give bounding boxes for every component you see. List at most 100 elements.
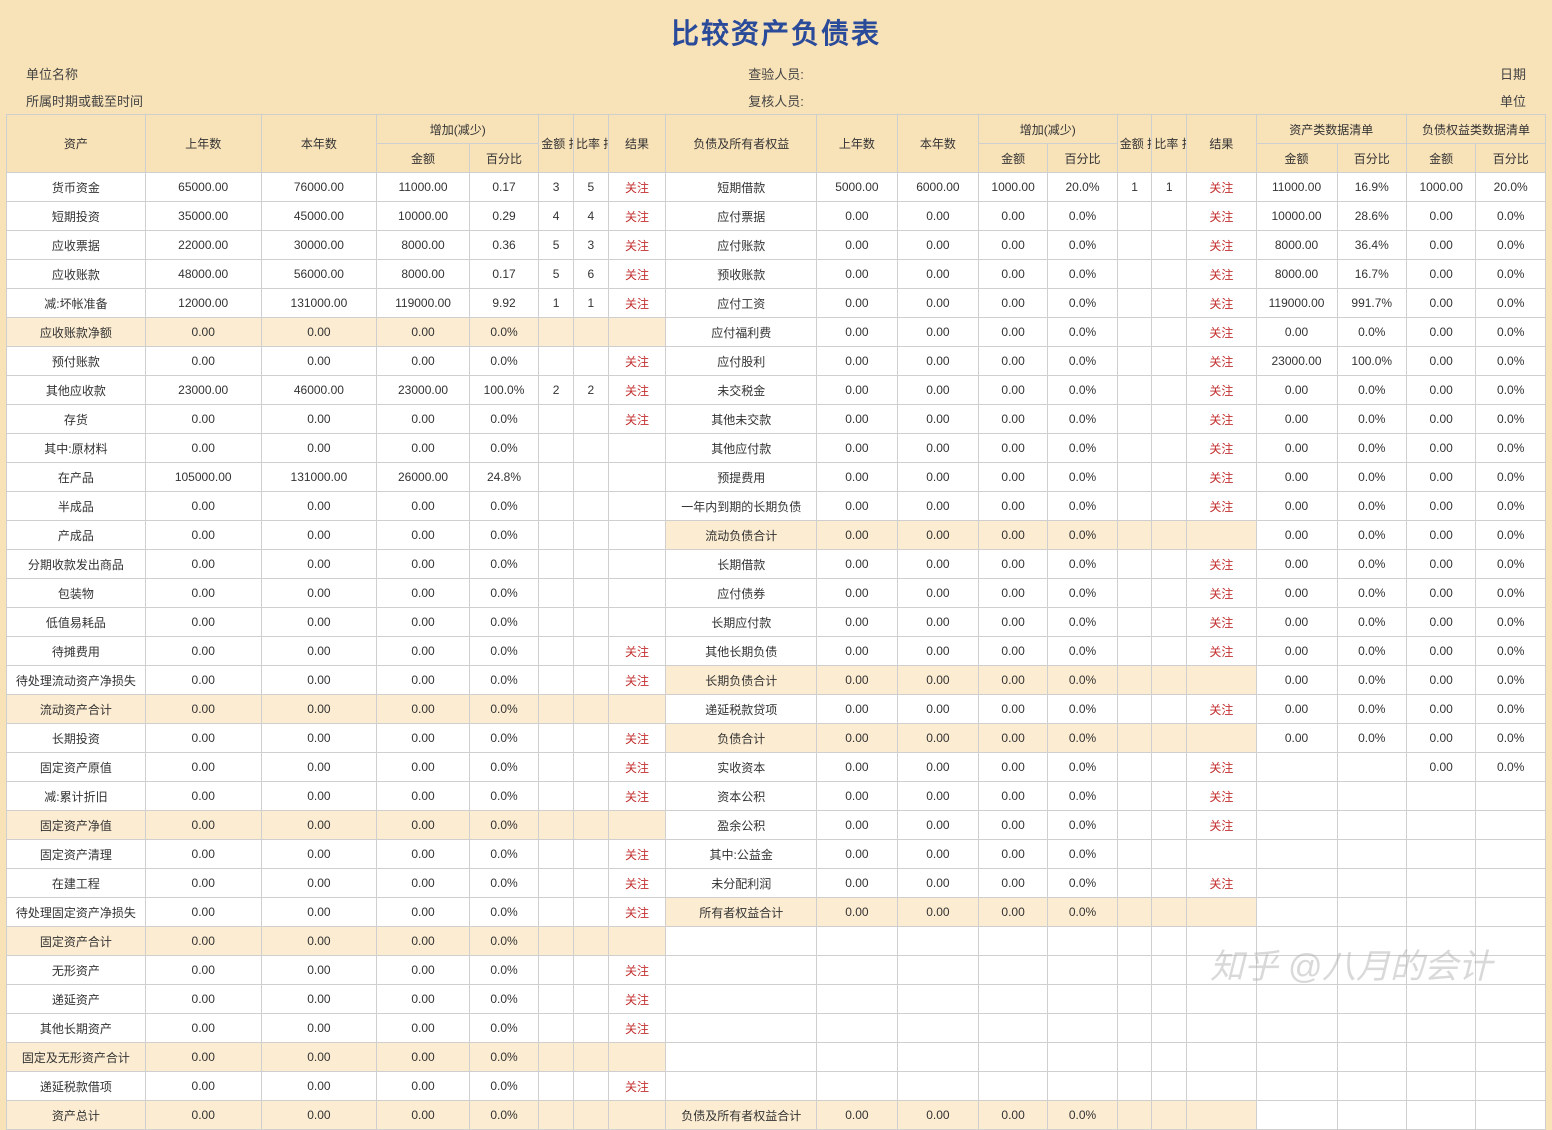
cell: 0.0% [469, 492, 538, 521]
cell [1152, 666, 1187, 695]
cell [539, 1101, 574, 1130]
cell [1152, 782, 1187, 811]
cell: 负债合计 [666, 724, 816, 753]
cell: 应收票据 [7, 231, 146, 260]
cell: 0.0% [1337, 521, 1406, 550]
cell: 应付票据 [666, 202, 816, 231]
cell: 关注 [1187, 202, 1256, 231]
cell: 0.0% [1048, 434, 1117, 463]
cell [1337, 927, 1406, 956]
cell: 0.0% [1337, 608, 1406, 637]
cell [1117, 666, 1152, 695]
cell: 0.0% [1048, 753, 1117, 782]
cell: 0.00 [261, 347, 377, 376]
cell [573, 695, 608, 724]
cell: 待处理固定资产净损失 [7, 898, 146, 927]
cell: 0.00 [145, 347, 261, 376]
cell [1187, 927, 1256, 956]
cell: 关注 [1187, 318, 1256, 347]
cell [1152, 579, 1187, 608]
cell [573, 521, 608, 550]
cell [1476, 898, 1546, 927]
cell: 5 [539, 260, 574, 289]
cell [1152, 492, 1187, 521]
cell: 0.00 [261, 1043, 377, 1072]
cell: 0.00 [261, 869, 377, 898]
cell: 0.00 [816, 840, 897, 869]
cell [1256, 1101, 1337, 1130]
cell [1337, 985, 1406, 1014]
cell: 100.0% [469, 376, 538, 405]
cell: 0.0% [1337, 405, 1406, 434]
cell: 0.00 [978, 463, 1047, 492]
cell [1187, 1101, 1256, 1130]
cell [539, 405, 574, 434]
cell [573, 724, 608, 753]
cell [978, 1072, 1047, 1101]
cell [1152, 376, 1187, 405]
cell: 关注 [1187, 376, 1256, 405]
cell [1476, 811, 1546, 840]
cell: 0.00 [1406, 608, 1475, 637]
cell: 0.00 [145, 492, 261, 521]
cell [539, 492, 574, 521]
cell: 关注 [1187, 260, 1256, 289]
cell [1117, 869, 1152, 898]
cell: 0.00 [897, 347, 978, 376]
cell: 0.00 [897, 869, 978, 898]
cell: 0.00 [145, 753, 261, 782]
cell: 0.0% [1476, 724, 1546, 753]
cell [573, 434, 608, 463]
cell: 100.0% [1337, 347, 1406, 376]
cell: 0.0% [1476, 521, 1546, 550]
cell: 关注 [1187, 550, 1256, 579]
cell [608, 1101, 666, 1130]
cell: 0.00 [816, 434, 897, 463]
cell: 未交税金 [666, 376, 816, 405]
cell [608, 608, 666, 637]
cell [1152, 347, 1187, 376]
cell: 1000.00 [978, 173, 1047, 202]
cell [1152, 840, 1187, 869]
cell: 0.00 [261, 637, 377, 666]
cell: 0.0% [1476, 376, 1546, 405]
cell: 0.00 [261, 434, 377, 463]
cell: 0.0% [1048, 898, 1117, 927]
cell: 0.0% [469, 724, 538, 753]
cell [573, 1072, 608, 1101]
cell: 应付工资 [666, 289, 816, 318]
cell: 0.00 [261, 811, 377, 840]
cell [1117, 434, 1152, 463]
cell [1048, 927, 1117, 956]
cell [978, 985, 1047, 1014]
cell [978, 927, 1047, 956]
cell [1117, 405, 1152, 434]
cell [1406, 927, 1475, 956]
cell: 0.00 [377, 898, 470, 927]
cell: 0.00 [377, 869, 470, 898]
cell: 23000.00 [377, 376, 470, 405]
cell [1117, 231, 1152, 260]
cell: 0.00 [145, 724, 261, 753]
cell [1406, 956, 1475, 985]
cell: 1 [1152, 173, 1187, 202]
cell: 分期收款发出商品 [7, 550, 146, 579]
cell [573, 869, 608, 898]
table-row: 应收账款48000.0056000.008000.000.1756关注预收账款0… [7, 260, 1546, 289]
cell: 0.0% [1048, 405, 1117, 434]
cell: 关注 [608, 753, 666, 782]
cell: 0.0% [1476, 260, 1546, 289]
cell: 0.00 [897, 666, 978, 695]
cell [539, 347, 574, 376]
cell: 0.0% [1048, 579, 1117, 608]
cell: 短期借款 [666, 173, 816, 202]
cell: 0.00 [816, 260, 897, 289]
cell [1256, 898, 1337, 927]
cell: 0.00 [261, 695, 377, 724]
cell [573, 637, 608, 666]
cell: 0.0% [1048, 840, 1117, 869]
cell: 0.00 [145, 318, 261, 347]
cell: 关注 [1187, 405, 1256, 434]
cell [539, 724, 574, 753]
cell [608, 463, 666, 492]
